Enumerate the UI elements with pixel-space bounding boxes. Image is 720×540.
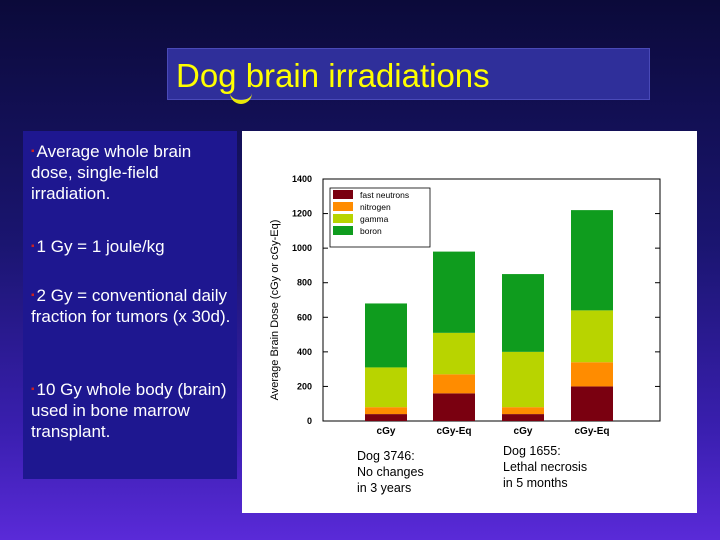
y-tick-label: 1400 [292,174,312,184]
annotation-text: in 5 months [503,476,568,490]
bullet-text: Average whole brain dose, single-field i… [31,142,192,203]
annotation-text: Lethal necrosis [503,460,587,474]
title-decoration [230,86,252,104]
legend-label: gamma [360,214,389,224]
legend-label: fast neutrons [360,190,409,200]
legend-label: nitrogen [360,202,391,212]
y-tick-label: 800 [297,278,312,288]
bar-segment [571,386,613,421]
bar-segment [365,414,407,421]
stacked-bar-chart: 0 200 400 600 800 1000 1200 1400 Average Brain D… [269,174,661,495]
bar-segment [365,367,407,408]
bullet-text: 2 Gy = conventional daily fraction for t… [31,286,231,326]
bullet-dot-icon: ▪ [31,384,35,395]
y-tick-label: 600 [297,312,312,322]
legend-swatch [333,226,353,235]
y-tick-label: 1000 [292,243,312,253]
y-tick-label: 1200 [292,209,312,219]
bar-segment [502,351,544,408]
bar-segment [502,414,544,421]
bullet-item: ▪ 10 Gy whole body (brain) used in bone m… [31,379,236,442]
bar-segment [433,393,475,421]
chart-panel: 0 200 400 600 800 1000 1200 1400 Average Brain D… [242,131,697,513]
bar-segment [433,374,475,394]
bullet-text: 10 Gy whole body (brain) used in bone ma… [31,380,227,441]
y-tick-label: 400 [297,347,312,357]
bar-segment [433,332,475,375]
x-tick-label: cGy [514,426,533,437]
bar-segment [365,407,407,415]
bar-segment [502,407,544,415]
bullet-item: ▪ 2 Gy = conventional daily fraction for … [31,285,236,327]
annotation-text: Dog 1655: [503,444,561,458]
x-tick-label: cGy-Eq [436,426,471,437]
bullet-panel: ▪ Average whole brain dose, single-field … [23,131,237,479]
legend-swatch [333,214,353,223]
annotation-text: in 3 years [357,481,411,495]
legend-swatch [333,202,353,211]
bullet-item: ▪ 1 Gy = 1 joule/kg [31,236,236,257]
y-tick-label: 0 [307,416,312,426]
legend-label: boron [360,226,382,236]
annotation-text: Dog 3746: [357,449,415,463]
bar-segment [433,251,475,333]
bullet-text: 1 Gy = 1 joule/kg [36,237,165,256]
bullet-dot-icon: ▪ [31,146,35,157]
bar-segment [502,274,544,352]
slide-title: Dog brain irradiations [176,57,490,94]
y-axis-label: Average Brain Dose (cGy or cGy-Eq) [269,220,281,401]
x-tick-label: cGy [377,426,396,437]
legend-swatch [333,190,353,199]
bar-segment [571,362,613,387]
x-tick-label: cGy-Eq [574,426,609,437]
bar-segment [571,210,613,311]
bullet-dot-icon: ▪ [31,290,35,301]
bar-segment [571,310,613,363]
bar-segment [365,303,407,368]
bullet-item: ▪ Average whole brain dose, single-field … [31,141,236,204]
y-tick-label: 200 [297,381,312,391]
annotation-text: No changes [357,465,424,479]
bullet-dot-icon: ▪ [31,241,35,252]
